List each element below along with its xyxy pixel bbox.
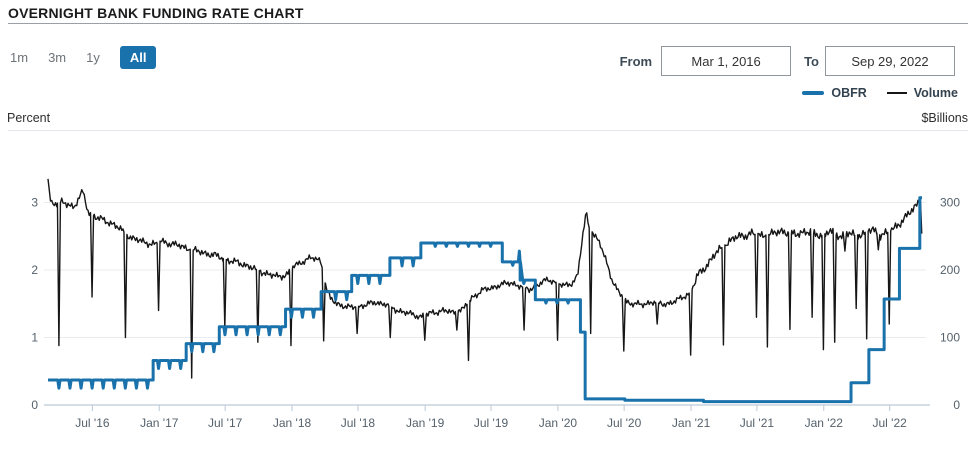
from-date-input[interactable] [661, 46, 792, 76]
range-button-3m[interactable]: 3m [48, 50, 67, 65]
x-axis-tick-label: Jul '22 [873, 416, 908, 430]
volume-line [47, 178, 923, 379]
y-axis-right-tick-label: 300 [940, 196, 960, 210]
units-divider [8, 130, 968, 131]
x-axis-tick-label: Jul '21 [740, 416, 775, 430]
title-divider [8, 23, 968, 24]
page-title: OVERNIGHT BANK FUNDING RATE CHART [8, 5, 304, 21]
y-axis-right-tick-label: 100 [940, 331, 960, 345]
x-axis-tick-label: Jan '17 [140, 416, 179, 430]
y-axis-right-tick-label: 200 [940, 263, 960, 277]
x-axis-tick-label: Jan '18 [273, 416, 312, 430]
x-axis-tick-label: Jan '19 [406, 416, 445, 430]
y-axis-left-tick-label: 1 [31, 331, 38, 345]
range-selector: 1m 3m 1y All [10, 46, 157, 69]
x-axis-tick-label: Jul '20 [607, 416, 642, 430]
y-axis-right-tick-label: 0 [953, 398, 960, 412]
right-axis-unit-label: $Billions [921, 111, 968, 125]
y-axis-left-tick-label: 0 [31, 398, 38, 412]
range-button-1y[interactable]: 1y [86, 50, 100, 65]
volume-line-swatch [886, 92, 907, 94]
range-button-all[interactable]: All [119, 46, 157, 69]
obfr-legend-label: OBFR [831, 86, 867, 100]
x-axis-tick-label: Jul '18 [341, 416, 376, 430]
legend-item-volume[interactable]: Volume [886, 86, 958, 100]
x-axis-tick-label: Jul '17 [208, 416, 243, 430]
obfr-line-swatch [802, 91, 825, 95]
x-axis-tick-label: Jan '21 [672, 416, 711, 430]
x-axis-tick-label: Jan '20 [539, 416, 578, 430]
left-axis-unit-label: Percent [7, 111, 51, 125]
volume-legend-label: Volume [913, 86, 958, 100]
from-label: From [619, 53, 653, 69]
y-axis-left-tick-label: 3 [31, 196, 38, 210]
range-button-1m[interactable]: 1m [10, 50, 29, 65]
to-date-input[interactable] [825, 46, 955, 76]
obfr-line [48, 196, 922, 404]
x-axis-tick-label: Jul '16 [75, 416, 110, 430]
to-label: To [804, 53, 819, 69]
y-axis-left-tick-label: 2 [31, 263, 38, 277]
chart-legend: OBFR Volume [802, 86, 958, 100]
x-axis-tick-label: Jan '22 [805, 416, 844, 430]
legend-item-obfr[interactable]: OBFR [802, 86, 867, 100]
obfr-volume-chart[interactable]: 0 1 2 3 0 100 200 300 Jul '16 Jan '17 Jul '17 Jan '… [0, 135, 980, 459]
date-range-controls: From To [620, 46, 955, 76]
x-axis-tick-label: Jul '19 [474, 416, 509, 430]
